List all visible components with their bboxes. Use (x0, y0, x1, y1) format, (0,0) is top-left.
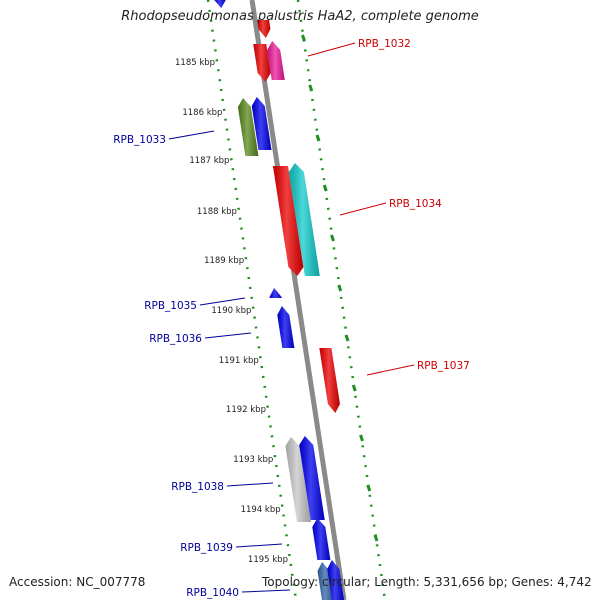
scale-label: 1194 kbp (241, 505, 281, 515)
label-leader-line (366, 364, 415, 376)
gene-feature-rpb-1034[interactable] (288, 163, 320, 276)
backbone-line (249, 0, 347, 600)
gene-feature-grey[interactable] (285, 437, 312, 522)
major-tick (344, 334, 350, 342)
scale-label: 1193 kbp (233, 455, 273, 465)
gene-feature-rpb-1037[interactable] (319, 348, 340, 413)
accession-label: Accession: NC_007778 (9, 575, 146, 589)
label-leader-line (204, 332, 252, 339)
label-leader-line (199, 297, 246, 306)
major-tick (322, 184, 328, 192)
scale-label: 1195 kbp (248, 555, 288, 565)
label-leader-line (226, 482, 274, 487)
scale-label: 1189 kbp (204, 256, 244, 266)
scale-label: 1185 kbp (175, 58, 215, 68)
major-tick (315, 134, 321, 142)
gene-label[interactable]: RPB_1038 (171, 481, 224, 493)
gene-feature-rpb-1038[interactable] (299, 436, 325, 520)
gene-label[interactable]: RPB_1034 (389, 198, 442, 210)
gene-feature-steel[interactable] (317, 562, 334, 600)
gene-feature-rpb-1039[interactable] (312, 518, 331, 560)
major-tick (351, 384, 357, 392)
major-tick (337, 284, 343, 292)
major-tick (359, 434, 364, 442)
label-leader-line (339, 202, 387, 216)
major-tick (366, 484, 372, 492)
gene-feature-rpb-1032-a[interactable] (253, 44, 271, 82)
gene-label[interactable]: RPB_1032 (358, 38, 411, 50)
gene-feature-rpb-1040[interactable] (327, 560, 344, 600)
feature-track (213, 0, 344, 600)
label-leader-line (241, 589, 291, 593)
gene-feature-rpb-1033[interactable] (251, 97, 272, 150)
label-leader-line (307, 42, 356, 57)
label-leader-line (168, 130, 215, 140)
scale-labels: 1185 kbp 1186 kbp 1187 kbp 1188 kbp 1189 kbp… (175, 58, 288, 565)
genome-summary: Topology: circular; Length: 5,331,656 bp… (262, 575, 592, 589)
gene-feature-rpb-1036[interactable] (277, 306, 295, 348)
map-title: Rhodopseudomonas palustris HaA2, complet… (121, 9, 479, 24)
gene-feature-rpb-1032[interactable] (267, 41, 285, 80)
gene-feature-top[interactable] (213, 0, 227, 8)
backbone (249, 0, 347, 600)
outer-tick-ring (296, 0, 387, 600)
gene-label[interactable]: RPB_1037 (417, 360, 470, 372)
tick-rings (206, 0, 387, 600)
scale-label: 1192 kbp (226, 405, 266, 415)
gene-feature-rpb-1035[interactable] (269, 288, 282, 298)
gene-feature-olive[interactable] (237, 98, 259, 156)
gene-label[interactable]: RPB_1033 (113, 134, 166, 146)
scale-label: 1187 kbp (189, 156, 229, 166)
inner-tick-ring (206, 0, 298, 600)
gene-feature-rpb-1034-a[interactable] (272, 166, 304, 276)
scale-label: 1190 kbp (211, 306, 251, 316)
major-tick (330, 234, 335, 242)
scale-label: 1188 kbp (197, 207, 237, 217)
major-tick (308, 84, 314, 92)
gene-labels: RPB_1032 RPB_1033 RPB_1034 RPB_1035 RPB_1036… (113, 38, 470, 599)
gene-feature-top-red[interactable] (257, 20, 271, 38)
gene-label[interactable]: RPB_1036 (149, 333, 202, 345)
major-tick (301, 34, 306, 42)
gene-label[interactable]: RPB_1039 (180, 542, 233, 554)
major-tick (373, 534, 379, 542)
gene-label[interactable]: RPB_1035 (144, 300, 197, 312)
label-leader-line (235, 543, 283, 548)
scale-label: 1186 kbp (182, 108, 222, 118)
scale-label: 1191 kbp (219, 356, 259, 366)
gene-label[interactable]: RPB_1040 (186, 587, 239, 599)
